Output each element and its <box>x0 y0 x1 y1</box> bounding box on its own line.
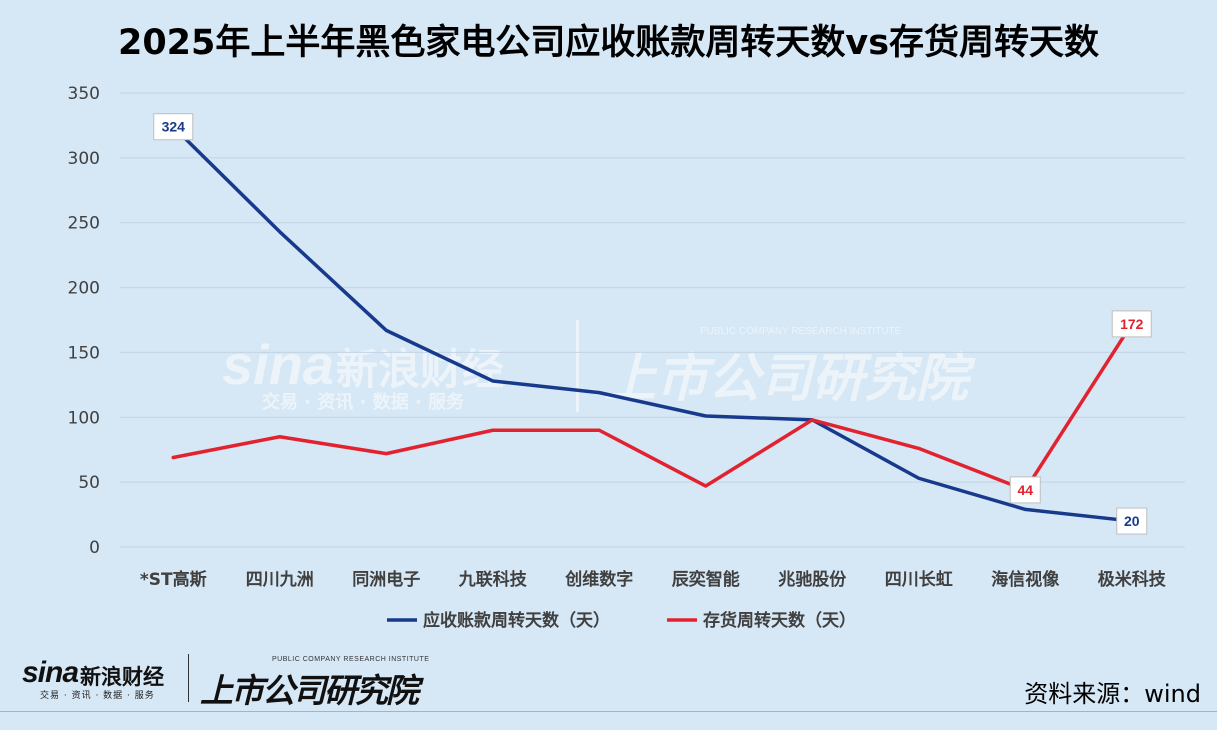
legend-label: 存货周转天数（天） <box>703 610 856 631</box>
series-line-1 <box>171 322 1134 492</box>
x-tick-label: 极米科技 <box>1098 569 1167 590</box>
x-tick-label: 四川长虹 <box>885 569 953 590</box>
footer-sina-logo: sina <box>22 656 79 689</box>
data-label: 324 <box>153 113 194 141</box>
footer-divider <box>188 654 189 702</box>
y-tick-label: 250 <box>68 214 100 234</box>
footer-sina-cn: 新浪财经 <box>80 665 164 689</box>
y-tick-label: 350 <box>68 84 100 104</box>
watermark-sina-sub: 交易 · 资讯 · 数据 · 服务 <box>262 391 465 413</box>
series <box>171 124 1134 523</box>
data-label-box <box>1009 476 1041 504</box>
data-label-text: 172 <box>1120 316 1144 332</box>
x-tick-label: *ST高斯 <box>140 569 207 590</box>
watermark-institute-cn: 上市公司研究院 <box>604 348 976 409</box>
data-label: 44 <box>1009 476 1041 504</box>
footer-rule <box>0 711 1217 712</box>
y-tick-label: 50 <box>78 473 100 493</box>
legend-label: 应收账款周转天数（天） <box>423 610 610 631</box>
data-label-box <box>1116 507 1148 535</box>
legend-item-1: 存货周转天数（天） <box>667 610 856 631</box>
series-line-0 <box>171 124 1134 523</box>
x-tick-label: 海信视像 <box>991 569 1060 590</box>
y-tick-label: 150 <box>68 343 100 363</box>
data-label-text: 20 <box>1124 513 1140 529</box>
y-tick-label: 300 <box>68 149 100 169</box>
watermark: sina 新浪财经 交易 · 资讯 · 数据 · 服务 上市公司研究院 PUBL… <box>222 320 976 413</box>
x-tick-label: 同洲电子 <box>352 569 420 590</box>
data-label: 20 <box>1116 507 1148 535</box>
data-label-box <box>1111 310 1152 338</box>
watermark-sina-logo: sina <box>222 333 334 396</box>
data-label-text: 324 <box>162 119 186 135</box>
y-tick-label: 100 <box>68 408 100 428</box>
data-label: 172 <box>1111 310 1152 338</box>
footer-sina-sub: 交易 · 资讯 · 数据 · 服务 <box>40 691 155 701</box>
legend: 应收账款周转天数（天） 存货周转天数（天） <box>387 610 856 631</box>
source-note: 资料来源：wind <box>1024 680 1201 708</box>
footer-institute-en: PUBLIC COMPANY RESEARCH INSTITUTE <box>272 656 430 663</box>
watermark-institute-en: PUBLIC COMPANY RESEARCH INSTITUTE <box>700 326 902 337</box>
watermark-sina-cn: 新浪财经 <box>336 345 504 394</box>
footer-institute-cn: 上市公司研究院 <box>200 671 419 710</box>
data-label-text: 44 <box>1017 482 1033 498</box>
x-axis: *ST高斯 四川九洲 同洲电子 九联科技 创维数字 辰奕智能 兆驰股份 四川长虹 海信视像 极米科… <box>140 569 1167 590</box>
gridlines <box>120 92 1185 548</box>
y-tick-label: 200 <box>68 279 100 299</box>
x-tick-label: 辰奕智能 <box>672 569 740 590</box>
x-tick-label: 九联科技 <box>458 569 528 590</box>
legend-item-0: 应收账款周转天数（天） <box>387 610 610 631</box>
x-tick-label: 四川九洲 <box>246 570 314 590</box>
data-label-box <box>153 113 194 141</box>
x-tick-label: 创维数字 <box>564 569 633 590</box>
x-tick-label: 兆驰股份 <box>778 569 847 590</box>
y-tick-label: 0 <box>89 538 100 558</box>
watermark-divider <box>576 320 579 412</box>
y-axis: 0 50 100 150 200 250 300 350 <box>68 84 100 558</box>
data-labels: 324 20 44 172 <box>153 113 1152 535</box>
chart-title: 2025年上半年黑色家电公司应收账款周转天数vs存货周转天数 <box>117 23 1100 63</box>
